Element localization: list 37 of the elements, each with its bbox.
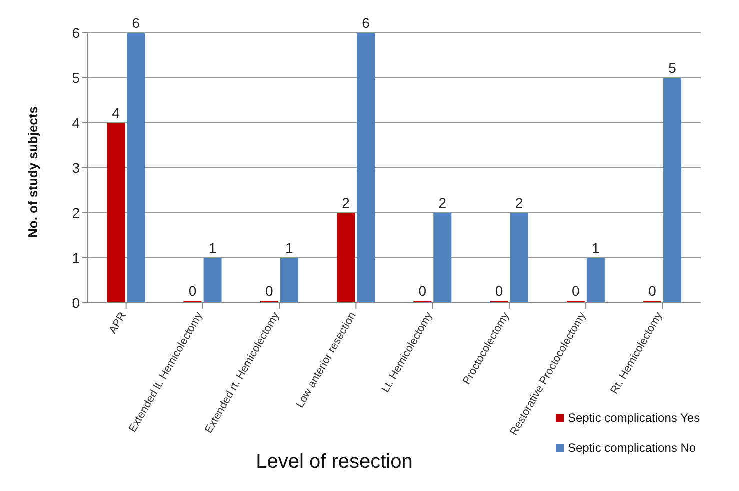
y-tick-label: 3 [72, 160, 80, 176]
data-label: 2 [438, 195, 447, 211]
data-label: 0 [418, 283, 427, 299]
legend-label: Septic complications Yes [567, 410, 702, 427]
bar [337, 213, 356, 303]
data-label: 1 [592, 240, 600, 256]
data-label: 1 [286, 240, 294, 256]
data-label: 0 [495, 283, 504, 299]
data-label: 0 [572, 283, 580, 299]
bar [664, 78, 682, 303]
data-label: 6 [132, 15, 140, 31]
bar [204, 258, 222, 303]
bar [357, 33, 376, 303]
y-tick-label: 2 [72, 204, 80, 221]
y-tick-label: 6 [72, 24, 80, 41]
y-axis-title: No. of study subjects [26, 106, 41, 238]
bar [510, 213, 528, 303]
data-label: 2 [515, 195, 524, 211]
bar [280, 258, 298, 303]
data-label: 1 [208, 240, 217, 256]
y-tick-label: 1 [72, 250, 80, 266]
data-label: 0 [648, 283, 657, 299]
data-label: 0 [266, 283, 274, 299]
bar [107, 123, 126, 303]
y-tick-label: 0 [72, 294, 80, 311]
data-label: 0 [188, 283, 197, 299]
x-axis-title: Level of resection [256, 451, 413, 473]
bar [434, 213, 452, 303]
data-label: 5 [668, 60, 677, 76]
bar [586, 258, 605, 303]
y-tick-label: 4 [72, 114, 80, 131]
legend-label: Septic complications No [568, 441, 696, 455]
bar [127, 33, 146, 303]
data-label: 2 [342, 195, 350, 211]
data-label: 6 [362, 15, 370, 31]
data-label: 4 [112, 105, 120, 121]
y-tick-label: 5 [72, 70, 80, 86]
